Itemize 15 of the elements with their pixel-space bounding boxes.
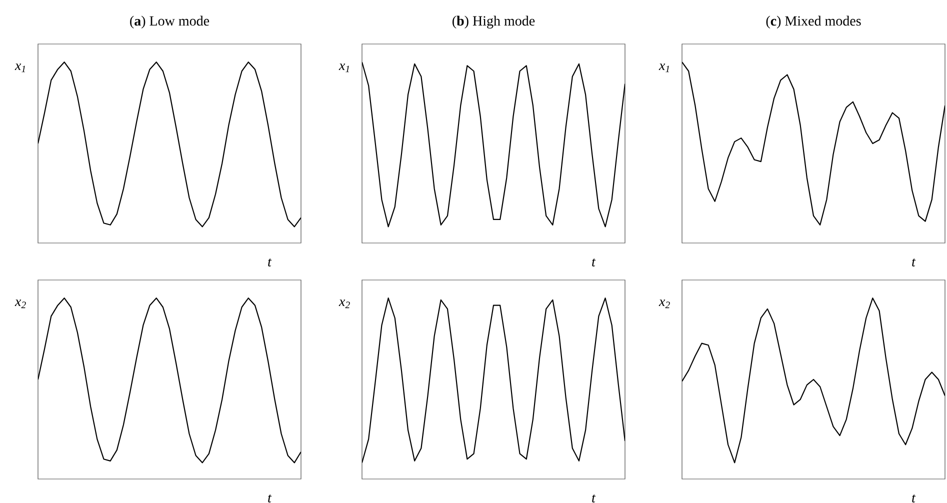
- chart-title: (a) Low mode: [130, 16, 210, 28]
- y-axis-title: x$_{2}$: [338, 300, 350, 308]
- x-axis-title: t: [268, 494, 272, 502]
- chart-title: (b) High mode: [452, 16, 535, 28]
- chart-title: (c) Mixed modes: [766, 16, 861, 28]
- y-axis-title: x$_{1}$: [338, 64, 350, 72]
- y-axis-title: x$_{2}$: [14, 300, 26, 308]
- y-axis-title: x$_{2}$: [658, 300, 670, 308]
- x-axis-title: t: [268, 258, 272, 266]
- x-axis-title: t: [912, 258, 916, 266]
- x-axis-title: t: [912, 494, 916, 502]
- y-axis-title: x$_{1}$: [14, 64, 26, 72]
- x-axis-title: t: [592, 494, 596, 502]
- y-axis-title: x$_{1}$: [658, 64, 670, 72]
- x-axis-title: t: [592, 258, 596, 266]
